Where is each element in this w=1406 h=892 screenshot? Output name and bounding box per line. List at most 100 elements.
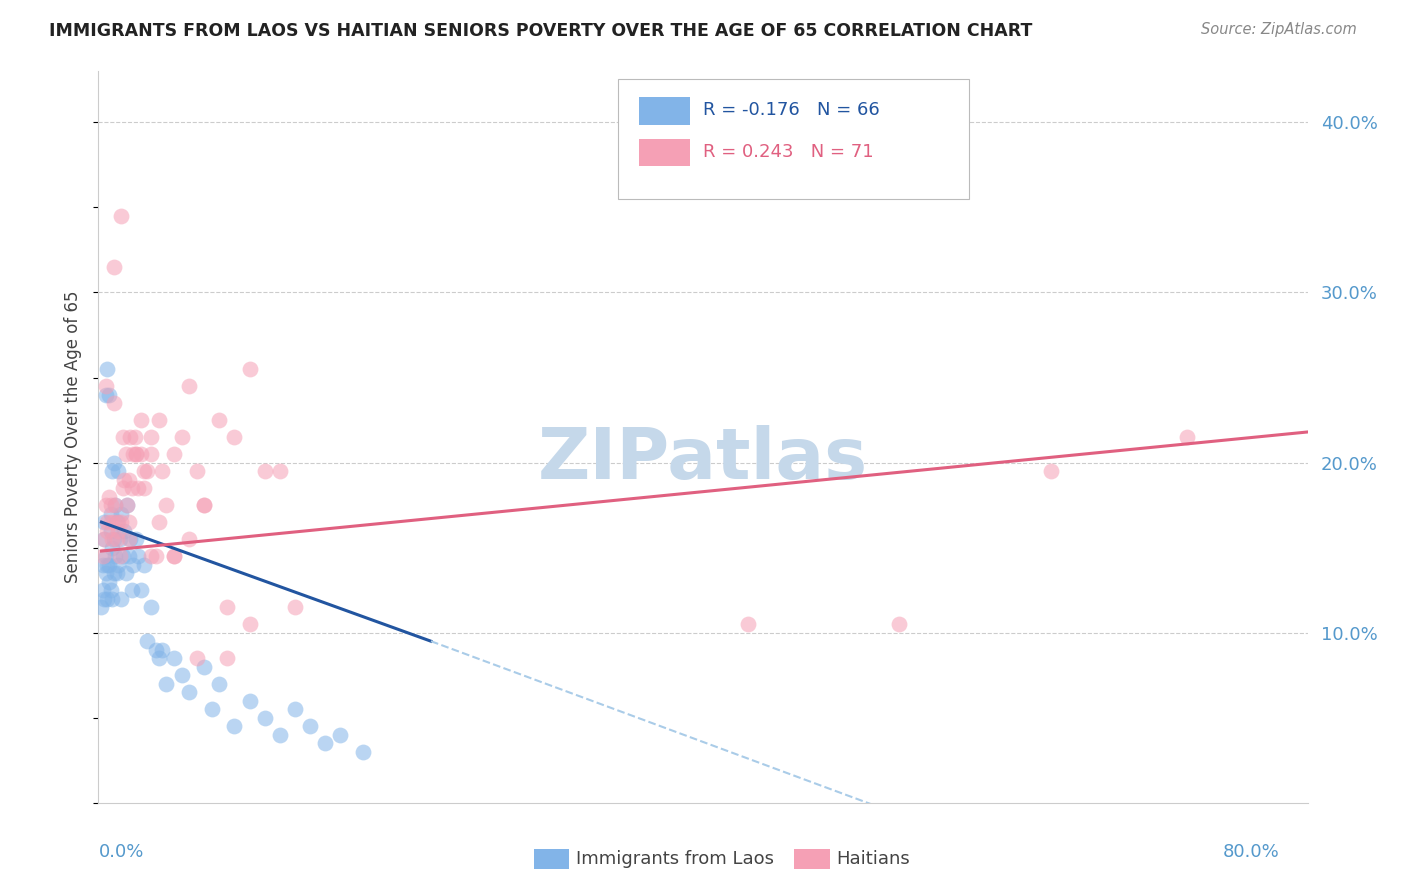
Point bbox=[163, 549, 186, 563]
Point bbox=[129, 583, 152, 598]
Point bbox=[239, 617, 262, 632]
Point bbox=[148, 515, 170, 529]
Point bbox=[186, 651, 208, 665]
Point bbox=[125, 447, 148, 461]
Point bbox=[105, 515, 128, 529]
Point bbox=[103, 260, 125, 274]
Point bbox=[104, 498, 127, 512]
Point bbox=[329, 728, 352, 742]
Text: Source: ZipAtlas.com: Source: ZipAtlas.com bbox=[1201, 22, 1357, 37]
Point bbox=[105, 566, 128, 581]
Point bbox=[96, 524, 118, 538]
Text: R = 0.243   N = 71: R = 0.243 N = 71 bbox=[703, 143, 873, 161]
Point bbox=[91, 549, 114, 563]
Point bbox=[132, 481, 155, 495]
Point bbox=[98, 574, 121, 589]
Text: 0.0%: 0.0% bbox=[98, 843, 143, 861]
Point bbox=[314, 736, 336, 750]
Point bbox=[101, 464, 124, 478]
Point bbox=[125, 532, 148, 546]
Point bbox=[107, 515, 129, 529]
Point bbox=[129, 413, 152, 427]
Point bbox=[120, 532, 142, 546]
Point bbox=[118, 549, 141, 563]
Point bbox=[103, 396, 125, 410]
Point bbox=[224, 719, 246, 733]
Point bbox=[93, 515, 115, 529]
Point bbox=[148, 651, 170, 665]
Point bbox=[1175, 430, 1198, 444]
Point bbox=[111, 430, 134, 444]
Point bbox=[94, 379, 117, 393]
Point bbox=[145, 642, 167, 657]
Point bbox=[93, 532, 115, 546]
Point bbox=[121, 481, 143, 495]
Point bbox=[155, 677, 177, 691]
Point bbox=[121, 583, 143, 598]
Text: IMMIGRANTS FROM LAOS VS HAITIAN SENIORS POVERTY OVER THE AGE OF 65 CORRELATION C: IMMIGRANTS FROM LAOS VS HAITIAN SENIORS … bbox=[49, 22, 1032, 40]
Point bbox=[91, 558, 114, 572]
Point bbox=[145, 549, 167, 563]
Point bbox=[112, 473, 135, 487]
Point bbox=[101, 541, 124, 555]
Y-axis label: Seniors Poverty Over the Age of 65: Seniors Poverty Over the Age of 65 bbox=[65, 291, 83, 583]
Point bbox=[179, 379, 201, 393]
Point bbox=[239, 362, 262, 376]
Point bbox=[115, 498, 138, 512]
Point bbox=[110, 591, 132, 606]
Point bbox=[135, 464, 157, 478]
Point bbox=[107, 558, 129, 572]
Text: ZIPatlas: ZIPatlas bbox=[538, 425, 868, 493]
Point bbox=[132, 464, 155, 478]
Point bbox=[90, 600, 112, 615]
Point bbox=[114, 447, 136, 461]
Point bbox=[98, 558, 121, 572]
Text: R = -0.176   N = 66: R = -0.176 N = 66 bbox=[703, 101, 880, 120]
Bar bbox=[638, 138, 690, 167]
Point bbox=[132, 558, 155, 572]
Point bbox=[284, 702, 307, 716]
Point bbox=[122, 447, 145, 461]
Point bbox=[107, 464, 129, 478]
Point bbox=[94, 566, 117, 581]
Point bbox=[135, 634, 157, 648]
Point bbox=[127, 549, 149, 563]
Point bbox=[889, 617, 911, 632]
Point bbox=[163, 447, 186, 461]
Point bbox=[1039, 464, 1062, 478]
Point bbox=[111, 481, 134, 495]
Point bbox=[104, 549, 127, 563]
Point bbox=[118, 532, 141, 546]
Point bbox=[118, 515, 141, 529]
Point bbox=[94, 387, 117, 401]
Point bbox=[141, 447, 163, 461]
Point bbox=[737, 617, 759, 632]
Point bbox=[100, 498, 122, 512]
Point bbox=[215, 651, 238, 665]
Point bbox=[115, 498, 138, 512]
Point bbox=[224, 430, 246, 444]
Point bbox=[163, 549, 186, 563]
Text: 80.0%: 80.0% bbox=[1223, 843, 1279, 861]
Point bbox=[93, 591, 115, 606]
Point bbox=[141, 549, 163, 563]
Point bbox=[208, 677, 231, 691]
Point bbox=[100, 524, 122, 538]
Point bbox=[94, 498, 117, 512]
Point bbox=[208, 413, 231, 427]
Text: Haitians: Haitians bbox=[837, 850, 910, 868]
Text: Immigrants from Laos: Immigrants from Laos bbox=[576, 850, 775, 868]
Point bbox=[96, 591, 118, 606]
Point bbox=[112, 524, 135, 538]
Point bbox=[141, 600, 163, 615]
Point bbox=[163, 651, 186, 665]
Point bbox=[96, 362, 118, 376]
Point bbox=[110, 515, 132, 529]
Point bbox=[179, 685, 201, 699]
Point bbox=[108, 549, 131, 563]
Point bbox=[148, 413, 170, 427]
Point bbox=[103, 515, 125, 529]
Point bbox=[299, 719, 322, 733]
Point bbox=[110, 209, 132, 223]
Point bbox=[111, 549, 134, 563]
